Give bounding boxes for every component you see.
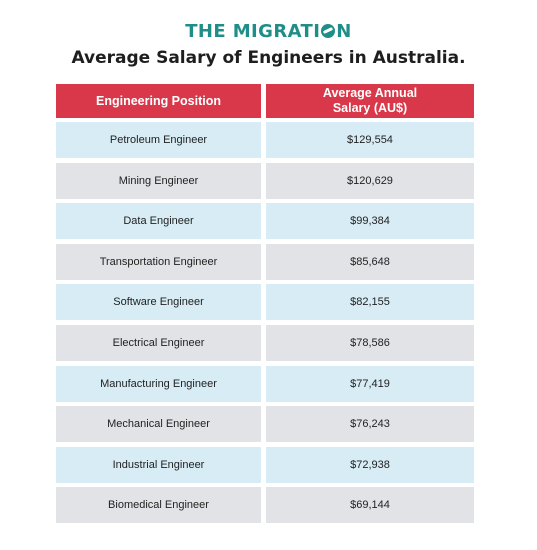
table-row-position: Data Engineer [56, 203, 261, 239]
table-row-position: Software Engineer [56, 284, 261, 320]
table-row-position: Transportation Engineer [56, 244, 261, 280]
table-row-position: Electrical Engineer [56, 325, 261, 361]
table-row-salary: $120,629 [266, 163, 474, 199]
table-row-salary: $78,586 [266, 325, 474, 361]
table-row-salary: $82,155 [266, 284, 474, 320]
table-row-position: Manufacturing Engineer [56, 366, 261, 402]
brand-text-start: THE MIGRATI [185, 21, 321, 42]
table-row-position: Mechanical Engineer [56, 406, 261, 442]
table-row-salary: $99,384 [266, 203, 474, 239]
table-row-position: Biomedical Engineer [56, 487, 261, 523]
table-row-salary: $85,648 [266, 244, 474, 280]
table-row-salary: $76,243 [266, 406, 474, 442]
header-salary: Average Annual Salary (AU$) [266, 84, 474, 118]
table-row-position: Industrial Engineer [56, 447, 261, 483]
brand-logo: THE MIGRATI N [0, 20, 537, 44]
table-row-salary: $77,419 [266, 366, 474, 402]
table-row-position: Mining Engineer [56, 163, 261, 199]
header-position: Engineering Position [56, 84, 261, 118]
page-title: Average Salary of Engineers in Australia… [71, 48, 466, 68]
table-row-salary: $72,938 [266, 447, 474, 483]
table-row-salary: $129,554 [266, 122, 474, 158]
table-row-salary: $69,144 [266, 487, 474, 523]
brand-text-end: N [336, 21, 352, 42]
table-row-position: Petroleum Engineer [56, 122, 261, 158]
globe-icon [321, 24, 336, 38]
